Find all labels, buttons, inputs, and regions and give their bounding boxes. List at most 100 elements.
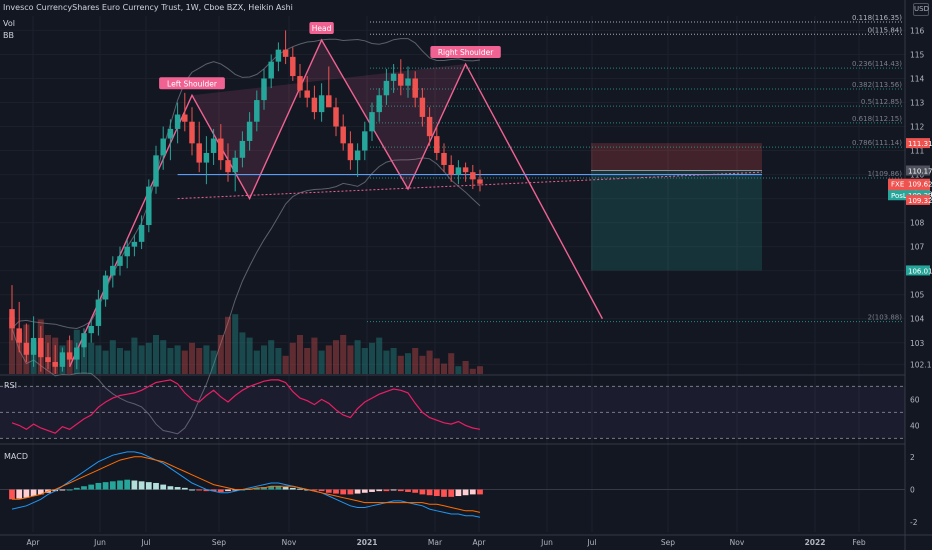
volume-bar [304, 348, 311, 374]
macd-histogram-bar [383, 489, 390, 492]
macd-histogram-bar [448, 489, 455, 497]
time-tick-label: Nov [730, 538, 745, 547]
volume-bar [224, 316, 232, 374]
time-tick-label: 2022 [805, 538, 826, 547]
candle-body [203, 152, 210, 163]
macd-histogram-bar [73, 487, 80, 490]
macd-histogram-bar [81, 486, 87, 490]
macd-histogram-bar [419, 489, 426, 495]
volume-bar [311, 337, 318, 374]
macd-histogram-bar [253, 487, 260, 490]
volume-bar [318, 350, 325, 374]
volume-bar [80, 348, 88, 374]
candle-body [354, 150, 361, 161]
time-tick-label: Mar [428, 538, 443, 547]
candle-body [210, 138, 217, 153]
price-tag [906, 138, 930, 149]
volume-bar [376, 337, 383, 374]
candle-body [59, 352, 66, 367]
volume-bar [289, 342, 296, 374]
candle-body [477, 179, 483, 184]
volume-bar [131, 337, 138, 374]
price-candles [9, 30, 483, 374]
price-tag-label: 106.01 [908, 267, 932, 275]
rsi-tick-label: 40 [910, 421, 920, 430]
macd-histogram-bar [124, 479, 131, 490]
macd-histogram-bar [426, 489, 433, 496]
macd-histogram-bar [347, 489, 354, 495]
candle-body [189, 121, 195, 144]
macd-histogram-bar [153, 482, 159, 490]
time-tick-label: Jul [140, 538, 150, 547]
candle-body [426, 116, 433, 137]
bollinger-label[interactable]: BB [3, 31, 14, 40]
time-tick-label: Jun [93, 538, 106, 547]
candle-body [412, 78, 418, 98]
candle-body [16, 328, 22, 343]
macd-histogram-bar [181, 487, 188, 490]
price-tick-label: 103 [910, 339, 925, 348]
candle-body [282, 49, 289, 57]
candle-body [383, 80, 390, 96]
candle-body [196, 143, 202, 163]
candle-body [110, 265, 116, 276]
macd-histogram-bar [37, 489, 44, 495]
macd-histogram-bar [455, 489, 462, 497]
volume-bar [433, 358, 440, 374]
volume-bar [347, 345, 354, 374]
volume-label[interactable]: Vol [3, 19, 15, 28]
macd-histogram-bar [412, 489, 419, 493]
candle-body [45, 357, 51, 362]
fib-level-label: 0.382(113.56) [852, 81, 902, 89]
volume-bar [383, 350, 390, 374]
macd-histogram-bar [311, 489, 318, 491]
volume-bar [181, 350, 188, 374]
volume-bar [160, 340, 167, 374]
macd-histogram-bar [131, 480, 138, 490]
candle-body [225, 160, 231, 173]
candle-body [261, 78, 267, 101]
time-tick-label: Apr [27, 538, 41, 547]
candle-body [138, 225, 145, 242]
candle-body [160, 138, 166, 156]
macd-histogram-bar [340, 489, 347, 495]
macd-histogram-bar [59, 489, 66, 491]
candle-body [297, 76, 303, 91]
currency-button[interactable]: USD [913, 3, 929, 16]
candle-body [254, 100, 260, 122]
macd-histogram-bar [102, 482, 109, 490]
price-tick-label: 107 [910, 243, 925, 252]
fib-level-label: 0.118(116.35) [852, 14, 902, 22]
macd-histogram-bar [203, 489, 210, 492]
volume-bar [397, 355, 404, 374]
candle-body [246, 121, 253, 141]
candle-body [455, 167, 462, 175]
volume-bar [246, 337, 253, 374]
volume-bar [448, 353, 455, 374]
signal-line [12, 456, 481, 513]
last-price-value: 109.62 [908, 181, 932, 189]
macd-histogram-bar [369, 489, 375, 492]
volume-bar [325, 345, 332, 374]
macd-histogram-bar [210, 489, 217, 492]
macd-histogram-bar [297, 488, 303, 490]
candle-body [146, 186, 152, 226]
fibonacci-levels: 0.118(116.35) 0(115.84) 0.236(114.43) 0.382… [367, 14, 903, 323]
volume-bar [253, 350, 260, 374]
candle-body [369, 112, 375, 132]
candle-body [102, 275, 109, 300]
macd-histogram-bar [462, 489, 469, 496]
candle-body [52, 361, 58, 367]
pattern-label: Left Shoulder [167, 79, 218, 88]
price-tick-label: 104 [910, 315, 925, 324]
candle-body [390, 73, 397, 81]
macd-histogram-bar [333, 489, 339, 494]
candle-body [441, 152, 447, 165]
time-tick-label: Sep [661, 538, 675, 547]
macd-line [11, 451, 481, 518]
macd-histogram-bar [66, 489, 73, 491]
candle-body [74, 347, 80, 360]
volume-bar [203, 345, 210, 374]
fib-level-label: 0.618(112.15) [852, 115, 902, 123]
